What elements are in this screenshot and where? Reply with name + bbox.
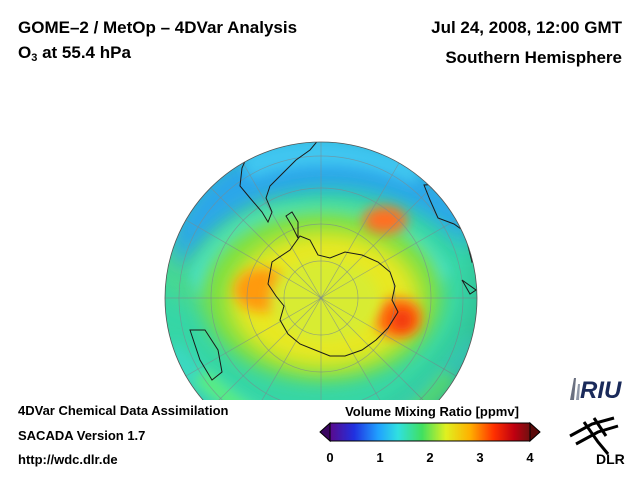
hemisphere-label: Southern Hemisphere (445, 48, 622, 67)
ozone-field (165, 142, 477, 400)
colorbar-tick-2: 2 (426, 450, 434, 465)
footer-system-name: 4DVar Chemical Data Assimilation (18, 403, 229, 418)
pressure-level-label: at 55.4 hPa (37, 43, 131, 62)
colorbar-tick-3: 3 (476, 450, 484, 465)
colorbar (319, 421, 541, 443)
riu-logo: RIU (570, 377, 622, 404)
species-subscript: 3 (31, 52, 38, 64)
dlr-logo-text: DLR (596, 451, 625, 466)
footer-url: http://wdc.dlr.de (18, 452, 118, 467)
colorbar-overflow-arrow (529, 421, 541, 443)
colorbar-tick-0: 0 (326, 450, 334, 465)
species-label: O (18, 43, 32, 62)
colorbar-title: Volume Mixing Ratio [ppmv] (345, 404, 519, 419)
footer-version: SACADA Version 1.7 (18, 428, 146, 443)
colorbar-tick-4: 4 (526, 450, 534, 465)
dlr-logo: DLR (569, 416, 625, 466)
ozone-globe-map (164, 141, 478, 400)
timestamp-label: Jul 24, 2008, 12:00 GMT (431, 18, 622, 37)
colorbar-gradient (329, 422, 531, 442)
colorbar-underflow-arrow (319, 421, 331, 443)
map-subtitle: O3 at 55.4 hPa (18, 43, 131, 64)
riu-logo-text: RIU (580, 377, 622, 404)
globe-outline (164, 141, 478, 400)
colorbar-tick-1: 1 (376, 450, 384, 465)
map-title: GOME–2 / MetOp – 4DVar Analysis (18, 18, 298, 37)
